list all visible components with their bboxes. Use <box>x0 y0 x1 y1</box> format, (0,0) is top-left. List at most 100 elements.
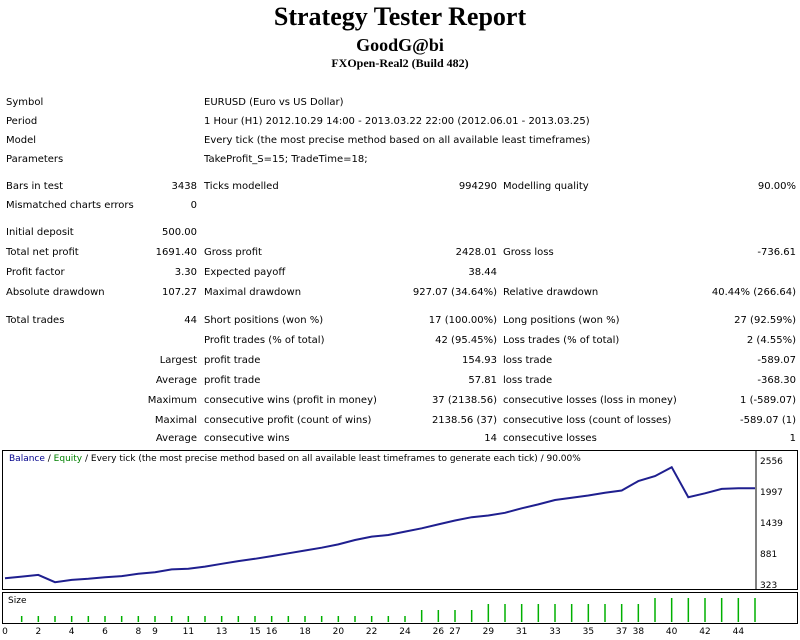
balance-series-line <box>4 465 755 584</box>
size-bar <box>370 616 373 622</box>
x-tick-label: 15 <box>249 627 261 637</box>
size-bar <box>20 616 23 622</box>
legend-description: / Every tick (the most precise method ba… <box>82 454 581 464</box>
size-bar <box>754 598 756 622</box>
size-bar <box>187 616 190 622</box>
ticks-value: 994290 <box>458 181 497 192</box>
x-tick-label: 37 <box>615 627 628 637</box>
size-bar <box>454 610 456 622</box>
maxdd-value: 927.07 (34.64%) <box>412 287 497 298</box>
maxdd-label: Maximal drawdown <box>204 287 302 298</box>
size-chart-svg <box>20 598 756 622</box>
x-tick-label: 16 <box>265 627 278 637</box>
size-bar <box>387 616 390 622</box>
x-tick-label: 2 <box>35 627 42 637</box>
size-bar <box>654 598 656 622</box>
average-loss-value: -368.30 <box>757 375 796 386</box>
size-bar <box>254 616 256 622</box>
grossprofit-value: 2428.01 <box>455 247 497 258</box>
maximal-cons-profit-value: 2138.56 (37) <box>431 415 497 426</box>
avg-cons-losses-value: 1 <box>789 433 796 444</box>
period-value: 1 Hour (H1) 2012.10.29 14:00 - 2013.03.2… <box>204 116 590 127</box>
x-tick-label: 8 <box>135 627 142 637</box>
y-tick-label: 2556 <box>760 457 783 467</box>
size-bar <box>437 610 440 622</box>
size-bar <box>554 604 556 622</box>
reldd-value: 40.44% (266.64) <box>711 287 796 298</box>
expectedpayoff-value: 38.44 <box>468 267 497 278</box>
parameters-label: Parameters <box>6 154 64 165</box>
maximal-cons-loss-value: -589.07 (1) <box>740 415 796 426</box>
x-tick-label: 35 <box>582 627 595 637</box>
x-tick-label: 6 <box>102 627 108 637</box>
size-bar <box>670 598 673 622</box>
netprofit-value: 1691.40 <box>155 247 197 258</box>
size-bar <box>37 616 40 622</box>
size-label: Size <box>8 596 27 606</box>
size-bar <box>637 604 640 622</box>
y-tick-label: 323 <box>760 581 778 591</box>
largest-profit-label: profit trade <box>204 355 261 366</box>
legend-equity: Equity <box>53 454 83 464</box>
parameters-value: TakeProfit_S=15; TradeTime=18; <box>204 154 368 165</box>
x-tick-label: 11 <box>182 627 195 637</box>
largest-label: Largest <box>159 355 197 366</box>
absdd-label: Absolute drawdown <box>6 287 105 298</box>
account-name: GoodG@bi <box>356 35 444 55</box>
totaltrades-label: Total trades <box>6 315 65 326</box>
losstrades-label: Loss trades (% of total) <box>503 335 620 346</box>
size-bar <box>154 616 156 622</box>
x-tick-label: 13 <box>215 627 228 637</box>
netprofit-label: Total net profit <box>6 247 79 258</box>
size-bar <box>270 616 273 622</box>
maximal-cons-loss-label: consecutive loss (count of losses) <box>503 415 672 426</box>
size-bar <box>470 610 473 622</box>
x-tick-label: 20 <box>332 627 345 637</box>
totaltrades-value: 44 <box>184 315 197 326</box>
ticks-label: Ticks modelled <box>204 181 279 192</box>
short-label: Short positions (won %) <box>204 315 324 326</box>
largest-profit-value: 154.93 <box>462 355 497 366</box>
size-bar <box>287 616 290 622</box>
x-tick-label: 18 <box>299 627 311 637</box>
size-bar <box>137 616 140 622</box>
size-bar <box>337 616 340 622</box>
size-bar <box>354 616 356 622</box>
x-tick-label: 26 <box>432 627 445 637</box>
x-tick-label: 44 <box>732 627 745 637</box>
average-label: Average <box>155 375 197 386</box>
average-profit-label: profit trade <box>204 375 261 386</box>
max-cons-losses-value: 1 (-589.07) <box>740 395 796 406</box>
y-tick-label: 881 <box>760 550 778 560</box>
period-label: Period <box>6 116 38 127</box>
short-value: 17 (100.00%) <box>428 315 497 326</box>
long-value: 27 (92.59%) <box>734 315 796 326</box>
size-bar <box>70 616 73 622</box>
size-bar <box>170 616 173 622</box>
average2-label: Average <box>155 433 197 444</box>
x-tick-label: 9 <box>152 627 158 637</box>
symbol-value: EURUSD (Euro vs US Dollar) <box>204 97 344 108</box>
balance-chart-svg <box>4 451 757 589</box>
size-bar <box>587 604 590 622</box>
size-bar <box>604 604 606 622</box>
avg-cons-wins-label: consecutive wins <box>204 433 290 444</box>
maximal-label: Maximal <box>154 415 197 426</box>
size-bar <box>54 616 56 622</box>
size-bar <box>204 616 206 622</box>
mismatch-value: 0 <box>190 200 197 211</box>
y-tick-label: 1997 <box>760 488 783 499</box>
profittrades-value: 42 (95.45%) <box>435 335 497 346</box>
x-tick-label: 22 <box>365 627 378 637</box>
model-label: Model <box>6 135 37 146</box>
grossprofit-label: Gross profit <box>204 247 262 258</box>
size-bar <box>720 598 723 622</box>
avg-cons-wins-value: 14 <box>484 433 497 444</box>
long-label: Long positions (won %) <box>503 315 620 326</box>
expectedpayoff-label: Expected payoff <box>204 267 286 278</box>
size-panel: Size <box>2 592 798 624</box>
size-bar <box>570 604 573 622</box>
losstrades-value: 2 (4.55%) <box>746 335 796 346</box>
size-bar <box>237 616 240 622</box>
mismatch-label: Mismatched charts errors <box>6 200 134 211</box>
